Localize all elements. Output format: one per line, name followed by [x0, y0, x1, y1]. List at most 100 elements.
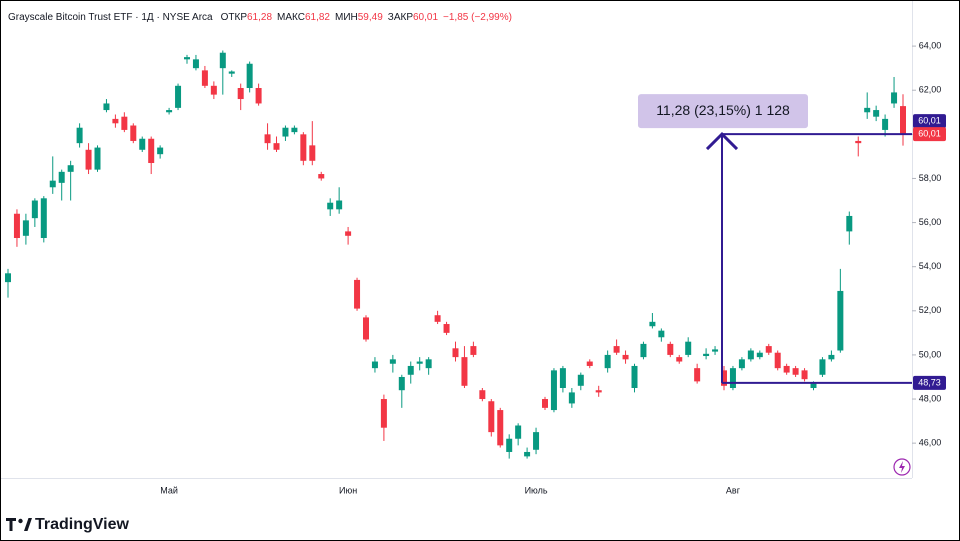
candle-body: [586, 361, 593, 366]
candle-body: [855, 140, 862, 144]
candle-body: [94, 147, 101, 170]
candle-body: [434, 315, 441, 322]
candle-body: [103, 103, 110, 111]
ohlc-label: МИН: [335, 12, 358, 23]
candle-body: [327, 202, 334, 210]
candle-body: [756, 352, 763, 358]
candle-body: [121, 116, 128, 130]
logo-mark: [6, 518, 16, 531]
candle-body: [559, 368, 566, 389]
candle-body: [5, 273, 11, 283]
candle-body: [649, 321, 656, 327]
candle-body: [425, 359, 432, 369]
candle-body: [604, 354, 611, 369]
candle-body: [774, 352, 781, 369]
candle-body: [891, 92, 898, 104]
candle-body: [398, 376, 405, 391]
change: −1,85 (−2,99%): [443, 12, 512, 23]
candle-body: [631, 365, 638, 389]
candle-body: [792, 368, 799, 375]
ohlc-value: 61,82: [305, 12, 330, 23]
y-tick-label: 48,00: [919, 393, 942, 403]
candle-body: [900, 106, 906, 135]
candle-body: [497, 410, 504, 446]
candle-body: [363, 317, 369, 340]
measure-end-tag: 60,01: [918, 115, 941, 125]
candle-body: [76, 127, 83, 144]
candle-body: [31, 200, 38, 219]
candle-body: [452, 348, 459, 358]
candle-body: [219, 52, 226, 69]
candle-body: [175, 85, 182, 108]
candle-body: [533, 432, 540, 450]
candle-body: [765, 346, 772, 353]
ohlc-label: ОТКР: [221, 12, 248, 23]
candle-body: [846, 215, 853, 232]
candle-body: [506, 438, 513, 452]
ohlc-label: МАКС: [277, 12, 305, 23]
candle-body: [550, 370, 557, 411]
candle-body: [389, 359, 396, 364]
candle-body: [157, 147, 164, 155]
candle-body: [336, 200, 343, 210]
candle-body: [667, 343, 674, 355]
candle-body: [882, 118, 889, 130]
candle-body: [416, 361, 423, 364]
x-tick-label: Июль: [525, 485, 548, 495]
alert-icon-bolt: [899, 461, 905, 473]
candle-body: [380, 399, 387, 428]
measure-start-tag: 48,73: [918, 377, 941, 387]
candle-body: [210, 85, 217, 95]
candle-body: [443, 324, 450, 333]
ohlc-value: 60,01: [413, 12, 438, 23]
candle-body: [801, 370, 808, 380]
candle-body: [479, 390, 486, 400]
candle-body: [345, 231, 352, 236]
candle-body: [184, 57, 190, 60]
y-tick-label: 62,00: [919, 85, 942, 95]
candle-body: [783, 365, 790, 373]
candle-body: [819, 359, 826, 375]
y-tick-label: 50,00: [919, 349, 942, 359]
x-tick-label: Май: [160, 485, 178, 495]
candle-body: [658, 330, 665, 338]
measure-end-tag-bg: [913, 114, 946, 129]
candle-body: [577, 374, 584, 386]
y-tick-label: 54,00: [919, 261, 942, 271]
candle-body: [273, 143, 280, 150]
candle-body: [300, 134, 307, 161]
candle-body: [685, 341, 692, 355]
measure-arrowhead: [705, 131, 739, 151]
candle-body: [49, 180, 56, 188]
candle-body: [130, 125, 137, 141]
candle-body: [810, 383, 817, 389]
candle-body: [828, 354, 835, 360]
candle-body: [488, 401, 495, 433]
candle-body: [22, 220, 29, 236]
candle-body: [568, 392, 575, 404]
candle-body: [67, 165, 74, 172]
ohlc-value: 59,49: [358, 12, 383, 23]
candle-body: [524, 451, 531, 457]
candle-body: [703, 353, 710, 357]
measure-text: 11,28 (23,15%) 1 128: [656, 102, 790, 118]
last-price-tag: 60,01: [918, 128, 941, 138]
candle-body: [407, 365, 414, 375]
candle-body: [255, 88, 262, 104]
candle-body: [873, 110, 880, 117]
candle-body: [712, 349, 719, 352]
candle-body: [542, 399, 548, 408]
candle-body: [282, 127, 289, 137]
last-price-tag-bg: [913, 127, 946, 142]
brand: TradingView: [35, 516, 130, 533]
y-tick-label: 46,00: [919, 438, 942, 448]
y-tick-label: 56,00: [919, 217, 942, 227]
candle-body: [622, 354, 629, 360]
candle-body: [864, 107, 871, 113]
header: Grayscale Bitcoin Trust ETF · 1Д · NYSE …: [8, 12, 512, 23]
candle-body: [640, 343, 647, 358]
logo-mark: [24, 518, 32, 531]
candle-body: [112, 118, 119, 124]
